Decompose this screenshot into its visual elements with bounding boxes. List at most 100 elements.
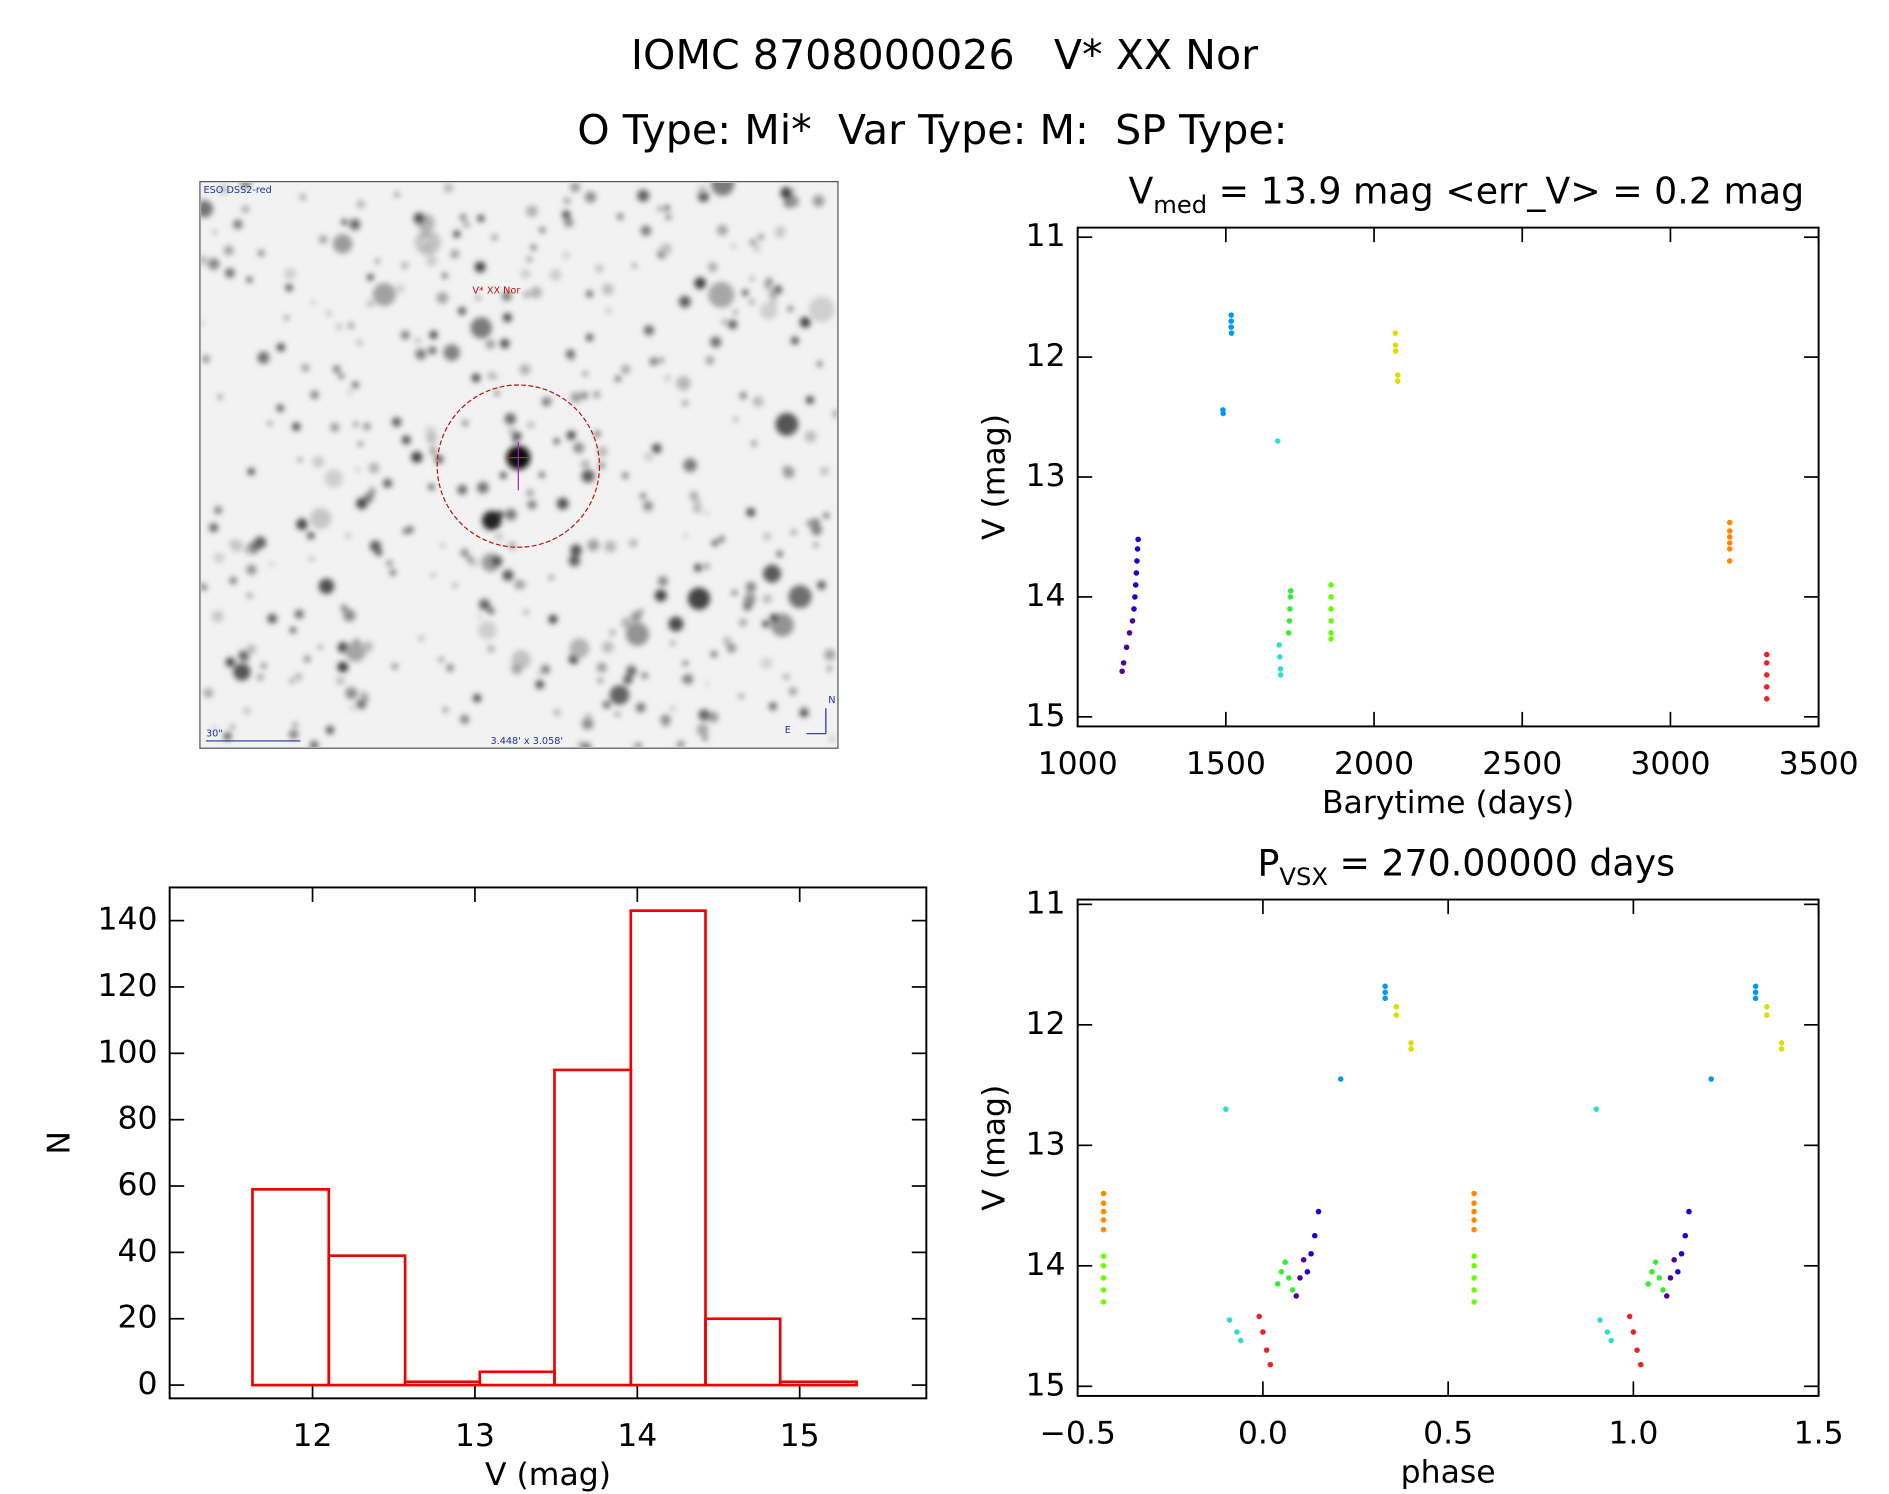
star bbox=[527, 421, 535, 429]
star bbox=[358, 442, 363, 447]
star bbox=[303, 655, 311, 663]
data-point bbox=[1752, 983, 1759, 990]
star bbox=[230, 539, 243, 552]
y-tick-label: 20 bbox=[118, 1300, 158, 1336]
star bbox=[207, 258, 220, 270]
data-point bbox=[1289, 1287, 1296, 1293]
data-point bbox=[1652, 1259, 1659, 1265]
data-point bbox=[1100, 1208, 1107, 1215]
data-point bbox=[1726, 534, 1733, 540]
star bbox=[325, 725, 335, 735]
star bbox=[527, 500, 537, 510]
star bbox=[733, 417, 738, 422]
star bbox=[324, 469, 343, 488]
data-point bbox=[1471, 1200, 1477, 1206]
star bbox=[717, 224, 728, 236]
star bbox=[762, 594, 772, 604]
star bbox=[229, 577, 237, 585]
star bbox=[707, 262, 718, 272]
star-field bbox=[201, 182, 837, 747]
star bbox=[415, 348, 427, 360]
star bbox=[763, 281, 773, 290]
star bbox=[443, 344, 460, 361]
star bbox=[615, 375, 621, 382]
data-point bbox=[1763, 660, 1770, 666]
star bbox=[309, 556, 314, 561]
star bbox=[562, 251, 570, 259]
image-source: ESO DSS2-red bbox=[204, 185, 272, 196]
star bbox=[751, 441, 757, 446]
east-label: E bbox=[785, 725, 791, 736]
star bbox=[201, 583, 204, 588]
star bbox=[347, 322, 355, 329]
star bbox=[211, 610, 224, 623]
y-axis-label: N bbox=[42, 1131, 78, 1155]
star bbox=[745, 581, 757, 593]
data-point bbox=[1763, 1012, 1770, 1018]
data-point bbox=[1678, 1250, 1685, 1257]
star bbox=[811, 524, 822, 536]
data-point bbox=[1100, 1226, 1107, 1233]
star bbox=[549, 269, 562, 281]
star bbox=[325, 310, 333, 317]
histogram-bar bbox=[327, 1254, 407, 1387]
x-tick-label: 1500 bbox=[1186, 746, 1266, 782]
star bbox=[319, 235, 328, 244]
star bbox=[789, 428, 795, 434]
star bbox=[318, 578, 335, 594]
data-point bbox=[1649, 1269, 1655, 1275]
star bbox=[739, 392, 747, 400]
star bbox=[372, 282, 396, 307]
star bbox=[459, 213, 467, 221]
star bbox=[225, 657, 236, 667]
star bbox=[548, 574, 555, 581]
star bbox=[426, 432, 438, 444]
x-tick-label: 13 bbox=[455, 1418, 495, 1454]
star bbox=[441, 272, 448, 279]
star bbox=[362, 641, 374, 653]
y-tick-label: 40 bbox=[118, 1233, 158, 1269]
star bbox=[244, 546, 253, 554]
data-point bbox=[1604, 1329, 1611, 1335]
star bbox=[718, 536, 725, 543]
star bbox=[687, 587, 711, 610]
data-point bbox=[1408, 1046, 1414, 1052]
star bbox=[721, 319, 728, 325]
star bbox=[605, 307, 612, 314]
star bbox=[585, 333, 594, 342]
star bbox=[477, 481, 489, 494]
star bbox=[511, 663, 523, 675]
data-point bbox=[1608, 1337, 1614, 1344]
star bbox=[505, 508, 517, 521]
star bbox=[602, 700, 611, 709]
data-point bbox=[1471, 1263, 1477, 1269]
star bbox=[670, 641, 675, 646]
star bbox=[753, 244, 761, 253]
y-tick-label: 14 bbox=[1026, 578, 1066, 614]
star bbox=[541, 397, 551, 407]
compass bbox=[806, 708, 827, 735]
histogram-bar bbox=[629, 909, 707, 1387]
star bbox=[741, 289, 749, 296]
star bbox=[632, 263, 637, 268]
data-point bbox=[1394, 378, 1401, 384]
star bbox=[609, 629, 616, 636]
data-point bbox=[1328, 606, 1334, 612]
star bbox=[682, 673, 694, 685]
star bbox=[457, 306, 467, 316]
star bbox=[450, 249, 460, 259]
star bbox=[423, 244, 430, 250]
star bbox=[349, 218, 361, 230]
star bbox=[595, 264, 604, 273]
star bbox=[641, 672, 648, 679]
star bbox=[563, 197, 571, 205]
finder-image: ESO DSS2-red V* XX Nor 30" 3.448' x 3.05… bbox=[199, 180, 839, 749]
data-point bbox=[1234, 1329, 1240, 1335]
data-point bbox=[1471, 1208, 1477, 1215]
title-sub: med bbox=[1153, 191, 1207, 219]
star bbox=[203, 688, 214, 698]
star bbox=[813, 542, 818, 548]
star bbox=[665, 214, 672, 220]
y-tick-label: 140 bbox=[97, 902, 157, 938]
star bbox=[681, 677, 686, 682]
